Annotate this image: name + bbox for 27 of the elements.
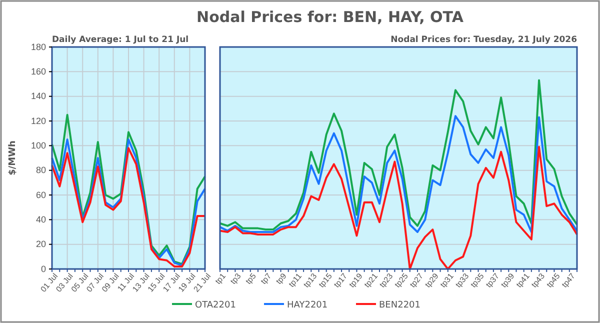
chart-subtitle: Nodal Prices for: Tuesday, 21 July 2026 xyxy=(390,35,578,45)
legend-label: BEN2201 xyxy=(379,300,420,310)
chart-subtitle: Daily Average: 1 Jul to 21 Jul xyxy=(52,35,189,45)
y-tick-label: 140 xyxy=(30,91,46,102)
x-tick-label: tp9 xyxy=(274,271,289,286)
legend-label: HAY2201 xyxy=(287,300,328,310)
line-series xyxy=(51,114,206,266)
x-tick-label: tp21 xyxy=(362,271,380,290)
x-tick-label: tp3 xyxy=(228,271,244,286)
y-tick-label: 180 xyxy=(30,42,46,52)
y-tick-label: 40 xyxy=(36,214,46,225)
y-axis-title: $/MWh xyxy=(8,140,18,176)
chart-title: Nodal Prices for: BEN, HAY, OTA xyxy=(196,8,464,26)
y-tick-label: 160 xyxy=(30,66,46,77)
y-tick-label: 20 xyxy=(36,239,46,250)
y-tick-label: 60 xyxy=(36,190,46,200)
y-tick-label: 120 xyxy=(30,116,46,126)
y-tick-label: 80 xyxy=(36,165,46,176)
x-tick-label: tp11 xyxy=(286,271,304,289)
x-tick-label: tp7 xyxy=(259,271,274,286)
x-tick-label: tp31 xyxy=(438,271,456,290)
y-tick-label: 0 xyxy=(40,264,46,274)
x-tick-label: tp1 xyxy=(214,271,228,286)
legend-label: OTA2201 xyxy=(195,300,236,310)
x-tick-label: tp41 xyxy=(514,271,532,290)
x-tick-label: tp5 xyxy=(244,271,258,286)
y-tick-label: 100 xyxy=(30,140,46,151)
